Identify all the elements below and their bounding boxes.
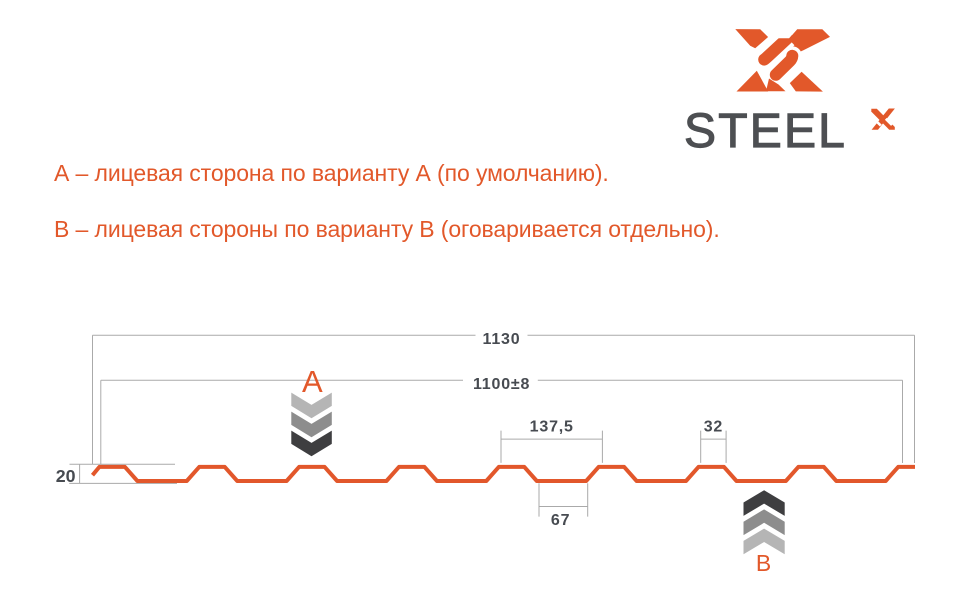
svg-text:67: 67 bbox=[551, 512, 570, 529]
svg-text:А: А bbox=[302, 364, 323, 399]
svg-text:В: В bbox=[756, 550, 771, 576]
svg-text:20: 20 bbox=[56, 466, 76, 486]
svg-text:1100±8: 1100±8 bbox=[473, 376, 530, 393]
svg-text:137,5: 137,5 bbox=[530, 419, 574, 436]
svg-text:1130: 1130 bbox=[483, 331, 521, 348]
svg-text:32: 32 bbox=[704, 419, 723, 436]
